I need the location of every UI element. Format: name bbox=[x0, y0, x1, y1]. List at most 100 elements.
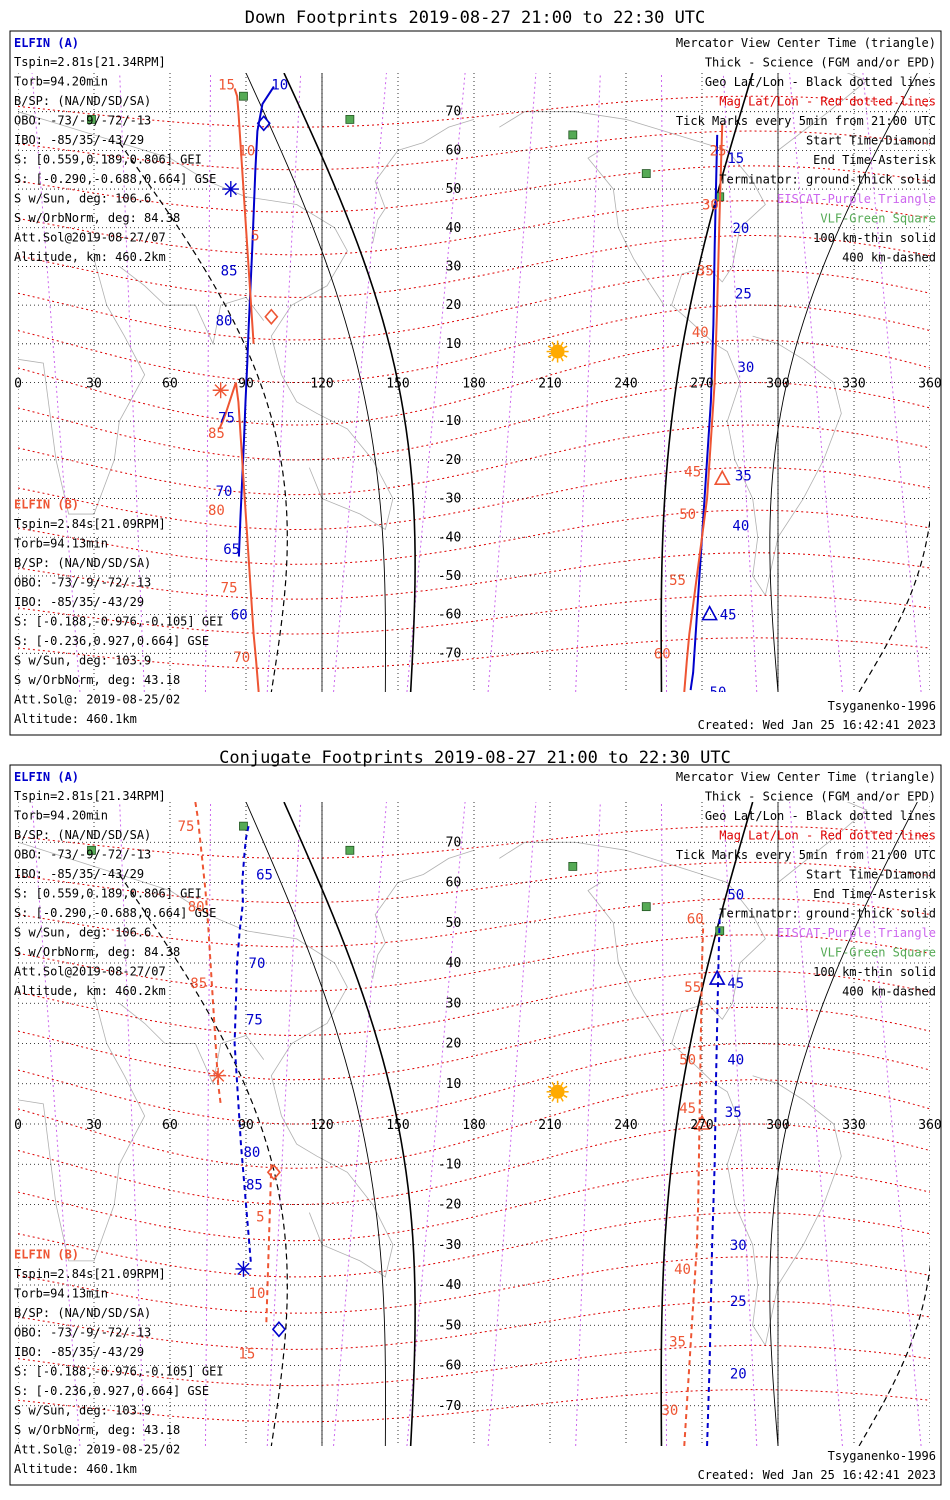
sun-ray bbox=[547, 1094, 552, 1098]
y-tick-label: 30 bbox=[446, 259, 462, 274]
x-tick-label: 120 bbox=[310, 1118, 333, 1133]
legend-line: Geo Lat/Lon - Black dotted lines bbox=[705, 75, 936, 89]
x-tick-label: 120 bbox=[310, 377, 333, 392]
legend-line: Terminator: ground-thick solid bbox=[719, 173, 936, 187]
vlf-station-marker bbox=[641, 902, 651, 912]
sun-ray bbox=[551, 341, 555, 346]
coastline bbox=[18, 111, 394, 531]
footprint-track bbox=[233, 88, 255, 344]
mag-lon-line bbox=[862, 73, 922, 692]
mag-lon-line bbox=[406, 802, 466, 1446]
terminator-100km-west bbox=[769, 73, 918, 692]
elfin-b-info: Torb=94.13min bbox=[14, 537, 108, 551]
mag-lon-line bbox=[660, 73, 668, 692]
y-tick-label: -20 bbox=[438, 1198, 461, 1213]
sun-ray bbox=[551, 357, 555, 362]
track-tick-label: 75 bbox=[178, 819, 195, 835]
x-tick-label: 30 bbox=[86, 377, 102, 392]
y-tick-label: 20 bbox=[446, 1037, 462, 1052]
legend-line: 400 km-dashed bbox=[842, 985, 936, 999]
track-tick-label: 30 bbox=[661, 1403, 678, 1419]
sun-ray bbox=[560, 341, 564, 346]
center-triangle-marker bbox=[708, 969, 726, 985]
track-tick-label: 20 bbox=[732, 221, 749, 237]
elfin-a-info: IBO: -85/35/-43/29 bbox=[14, 133, 144, 147]
vlf-station-marker bbox=[239, 821, 248, 831]
sun-ray bbox=[551, 1081, 555, 1087]
track-tick-label: 40 bbox=[732, 519, 749, 535]
track-tick-label: 55 bbox=[669, 573, 686, 589]
coastline bbox=[18, 258, 146, 515]
mag-lon-line bbox=[660, 802, 668, 1446]
elfin-a-info: Torb=94.20min bbox=[14, 75, 108, 89]
y-tick-label: 60 bbox=[446, 876, 462, 891]
elfin-a-info: Att.Sol@2019-08-27/07 bbox=[14, 965, 166, 979]
track-tick-label: 85 bbox=[221, 263, 238, 279]
elfin-a-info: S w/OrbNorm, deg: 84.38 bbox=[14, 211, 180, 225]
elfin-b-info: S: [-0.236,0.927,0.664] GSE bbox=[14, 634, 209, 648]
track-tick-label: 70 bbox=[233, 650, 250, 666]
elfin-a-info: OBO: -73/-9/-72/-13 bbox=[14, 114, 151, 128]
legend-line: Thick - Science (FGM and/or EPD) bbox=[705, 790, 936, 804]
y-tick-label: -70 bbox=[438, 646, 461, 661]
legend-line: Mag Lat/Lon - Red dotted lines bbox=[719, 95, 936, 109]
y-tick-label: -70 bbox=[438, 1399, 461, 1414]
legend-line: Tick Marks every 5min from 21:00 UTC bbox=[676, 114, 936, 128]
x-tick-label: 180 bbox=[462, 1118, 485, 1133]
mag-lon-line bbox=[487, 73, 537, 692]
sun-ray bbox=[563, 1085, 568, 1089]
legend-line: Start Time-Diamond bbox=[806, 134, 936, 148]
elfin-a-info: S: [0.559,0.189,0.806] GEI bbox=[14, 153, 202, 167]
track-tick-label: 15 bbox=[238, 1346, 255, 1362]
sun-marker bbox=[546, 340, 569, 363]
mag-lon-line bbox=[487, 802, 537, 1446]
coastline bbox=[119, 266, 265, 346]
elfin-a-info: Tspin=2.81s[21.34RPM] bbox=[14, 55, 166, 69]
asterisk-stroke bbox=[224, 182, 237, 196]
track-tick-label: 25 bbox=[730, 1294, 747, 1310]
track-tick-label: 50 bbox=[710, 685, 727, 701]
elfin-b-info: OBO: -73/-9/-72/-13 bbox=[14, 576, 151, 590]
track-tick-label: 45 bbox=[720, 608, 737, 624]
asterisk-stroke bbox=[214, 384, 227, 397]
panel-1: 10 85 80 75 70 65 60 15 20 25 30 35 40 45 50 15 10 5 85 80 7… bbox=[9, 8, 942, 736]
y-tick-label: -10 bbox=[438, 414, 461, 429]
legend-line: Tick Marks every 5min from 21:00 UTC bbox=[676, 848, 936, 862]
legend-line: EISCAT-Purple Triangle bbox=[777, 926, 936, 940]
x-tick-label: 150 bbox=[386, 377, 409, 392]
track-tick-label: 30 bbox=[737, 360, 754, 376]
elfin-b-info: Tspin=2.84s[21.09RPM] bbox=[14, 517, 166, 531]
mag-lon-line bbox=[333, 73, 387, 692]
panel-2: 65 70 75 80 85 50 45 40 35 30 25 20 75 80 85 5 10 15 60 55 5… bbox=[9, 748, 942, 1486]
coastline bbox=[18, 841, 394, 1278]
mag-lon-line bbox=[722, 73, 758, 692]
x-tick-label: 270 bbox=[690, 377, 713, 392]
terminator-ground bbox=[283, 802, 416, 1446]
vlf-station-marker bbox=[641, 169, 651, 178]
elfin-b-info: Att.Sol@: 2019-08-25/02 bbox=[14, 693, 180, 707]
track-tick-label: 15 bbox=[727, 151, 744, 167]
y-tick-label: 60 bbox=[446, 143, 462, 158]
track-tick-label: 75 bbox=[218, 410, 235, 426]
x-tick-label: 0 bbox=[14, 1118, 22, 1133]
legend-line: 400 km-dashed bbox=[842, 251, 936, 265]
track-tick-label: 80 bbox=[216, 314, 233, 330]
end-asterisk-marker bbox=[222, 181, 239, 198]
elfin-b-heading: ELFIN (B) bbox=[14, 498, 79, 512]
legend-line: Thick - Science (FGM and/or EPD) bbox=[705, 56, 936, 70]
legend-line: VLF-Green Square bbox=[820, 212, 936, 226]
y-tick-label: -30 bbox=[438, 492, 461, 507]
track-tick-label: 85 bbox=[246, 1177, 263, 1193]
sun-ray bbox=[560, 1097, 564, 1102]
coastlines bbox=[18, 802, 868, 1347]
created-label: Created: Wed Jan 25 16:42:41 2023 bbox=[698, 718, 936, 732]
terminator-100km bbox=[245, 802, 386, 1446]
panel-frame bbox=[9, 30, 942, 736]
x-tick-label: 180 bbox=[462, 377, 485, 392]
footprint-track bbox=[218, 382, 260, 692]
sun-ray bbox=[563, 1094, 568, 1098]
coastline bbox=[119, 1002, 265, 1086]
terminator-400km bbox=[118, 874, 288, 1446]
x-tick-label: 240 bbox=[614, 1118, 637, 1133]
coastlines bbox=[18, 73, 868, 597]
